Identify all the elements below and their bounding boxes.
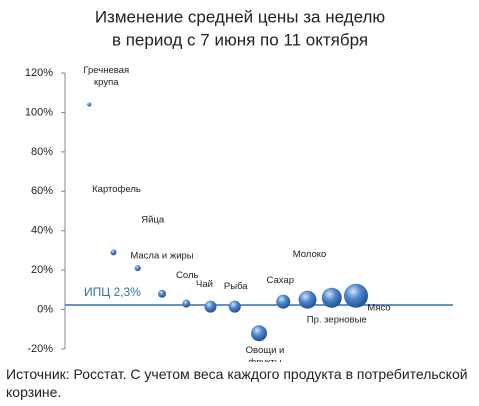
bubble — [298, 290, 317, 309]
y-tick-label: 20% — [31, 264, 53, 276]
y-tick-label: 40% — [31, 225, 53, 237]
point-label: Картофель — [92, 184, 141, 195]
point-label: Чай — [196, 279, 213, 290]
point-label: Сахар — [267, 275, 294, 286]
point-label: Овощи и фрукты — [245, 345, 285, 362]
point-label: Гречневая крупа — [83, 64, 130, 88]
bubble — [228, 300, 241, 313]
point-label: Яйца — [141, 215, 165, 226]
bubble — [110, 249, 117, 256]
y-tick-label: 120% — [25, 67, 53, 79]
point-label: Масла и жиры — [130, 250, 193, 261]
y-tick-label: 80% — [31, 146, 53, 158]
point-label: Пр. зерновые — [307, 314, 367, 325]
point-label-box: Гречневая крупа — [83, 64, 130, 88]
point-label: Соль — [176, 270, 198, 281]
chart-title: в период с 7 июня по 11 октября — [112, 30, 368, 49]
bubble — [204, 300, 217, 313]
bubble — [182, 299, 191, 308]
point-label-box: Овощи и фрукты — [245, 345, 285, 362]
bubble — [344, 283, 368, 308]
point-label: Мясо — [367, 302, 390, 313]
y-tick-label: 60% — [31, 185, 53, 197]
bubble — [276, 294, 291, 309]
bubble — [134, 265, 141, 272]
y-tick-label: -20% — [27, 343, 53, 355]
footnote: Источник: Росстат. С учетом веса каждого… — [6, 366, 468, 400]
bubble — [158, 289, 166, 298]
bubble — [87, 102, 92, 107]
point-label: Рыба — [224, 281, 248, 292]
point-label: Молоко — [293, 249, 327, 260]
y-tick-label: 100% — [25, 106, 53, 118]
bubble — [251, 325, 267, 342]
y-tick-label: 0% — [37, 303, 53, 315]
reference-label: ИПЦ 2,3% — [84, 285, 141, 299]
chart-title: Изменение средней цены за неделю — [95, 7, 386, 26]
bubble — [321, 287, 342, 308]
chart: Изменение средней цены за неделю в перио… — [25, 7, 453, 362]
